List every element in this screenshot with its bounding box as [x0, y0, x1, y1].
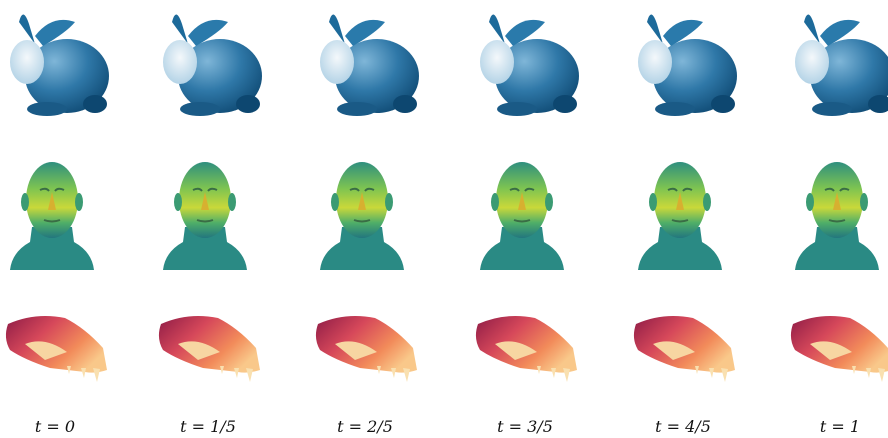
bunny-render: [163, 14, 262, 116]
time-label: t = 1/5: [180, 417, 236, 436]
head-render: [319, 161, 405, 271]
bunny-render: [795, 14, 888, 116]
time-label: t = 1: [820, 417, 860, 436]
time-label: t = 4/5: [655, 417, 711, 436]
bunny-render: [638, 14, 737, 116]
head-render: [479, 161, 565, 271]
head-render: [637, 161, 723, 271]
column: t = 1: [790, 14, 888, 436]
column: t = 3/5: [475, 14, 579, 436]
time-label: t = 3/5: [497, 417, 553, 436]
column: t = 4/5: [633, 14, 737, 436]
column: t = 1/5: [158, 14, 262, 436]
bunny-render: [10, 14, 109, 116]
skull-render: [633, 316, 735, 382]
column: t = 0: [5, 14, 109, 436]
head-render: [9, 161, 95, 271]
skull-render: [475, 316, 577, 382]
skull-render: [315, 316, 417, 382]
bunny-render: [480, 14, 579, 116]
skull-render: [5, 316, 107, 382]
bunny-render: [320, 14, 419, 116]
time-label: t = 2/5: [337, 417, 393, 436]
skull-render: [158, 316, 260, 382]
head-render: [794, 161, 880, 271]
column: t = 2/5: [315, 14, 419, 436]
time-label: t = 0: [35, 417, 75, 436]
skull-render: [790, 316, 888, 382]
head-render: [162, 161, 248, 271]
columns: t = 0 t = 1/5 t = 2/5 t = 3/5 t = 4/5 t = 1: [5, 14, 888, 436]
